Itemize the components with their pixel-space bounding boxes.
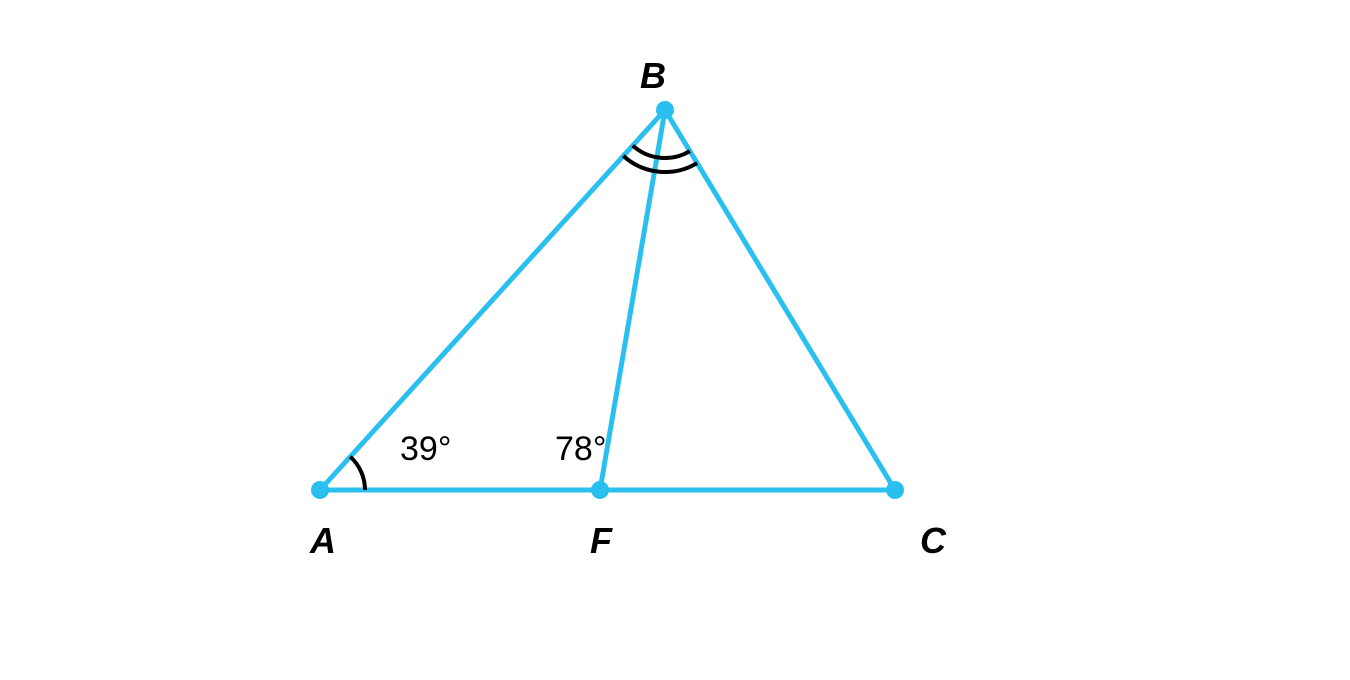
label-A: A bbox=[310, 520, 336, 562]
point-B bbox=[656, 101, 674, 119]
label-F: F bbox=[590, 520, 612, 562]
edge-BC bbox=[665, 110, 895, 490]
geometry-diagram: A B C F 39° 78° bbox=[0, 0, 1350, 680]
point-A bbox=[311, 481, 329, 499]
label-C: C bbox=[920, 520, 946, 562]
point-F bbox=[591, 481, 609, 499]
edge-AB bbox=[320, 110, 665, 490]
label-B: B bbox=[640, 55, 666, 97]
edge-BF bbox=[600, 110, 665, 490]
point-C bbox=[886, 481, 904, 499]
angle-label-A: 39° bbox=[400, 430, 451, 469]
angle-arc-B-outer bbox=[633, 146, 690, 158]
diagram-svg bbox=[0, 0, 1350, 680]
angle-label-F: 78° bbox=[555, 430, 606, 469]
angle-arc-A bbox=[350, 457, 365, 490]
